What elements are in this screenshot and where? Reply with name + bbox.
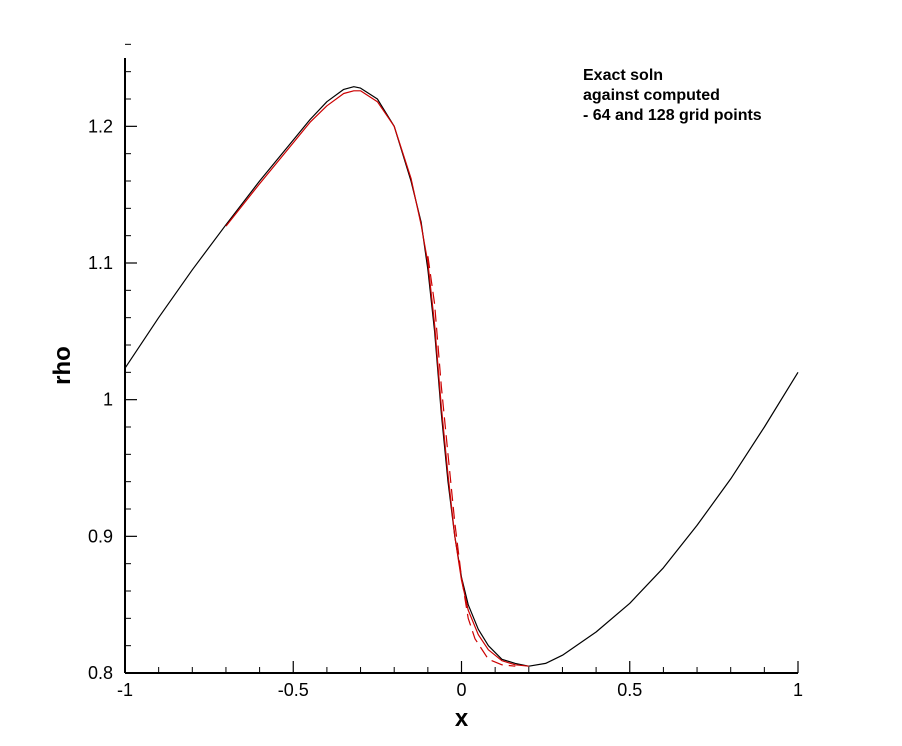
y-tick-label: 0.8 bbox=[88, 663, 113, 683]
annotation-line: Exact soln bbox=[583, 67, 663, 84]
series-line bbox=[124, 86, 799, 667]
series-layer bbox=[124, 86, 799, 667]
ticks-layer bbox=[124, 43, 799, 674]
y-tick-label: 1.1 bbox=[88, 253, 113, 273]
y-tick-label: 1 bbox=[103, 390, 113, 410]
series-line bbox=[427, 256, 516, 667]
tick-labels-layer: -1 -0.5 0 0.5 1 0.8 0.9 1 1.1 1.2 bbox=[88, 116, 803, 700]
annotation-line: against computed bbox=[583, 87, 720, 104]
x-axis-title: x bbox=[455, 705, 469, 732]
y-tick-label: 0.9 bbox=[88, 526, 113, 546]
x-tick-label: 0.5 bbox=[617, 680, 642, 700]
x-tick-label: 1 bbox=[793, 680, 803, 700]
x-tick-label: 0 bbox=[456, 680, 466, 700]
y-axis-title: rho bbox=[49, 346, 76, 385]
series-line bbox=[225, 90, 529, 667]
y-tick-label: 1.2 bbox=[88, 116, 113, 136]
x-tick-label: -1 bbox=[117, 680, 133, 700]
annotation: Exact soln against computed - 64 and 128… bbox=[583, 67, 762, 124]
x-tick-label: -0.5 bbox=[278, 680, 309, 700]
annotation-line: - 64 and 128 grid points bbox=[583, 107, 762, 124]
